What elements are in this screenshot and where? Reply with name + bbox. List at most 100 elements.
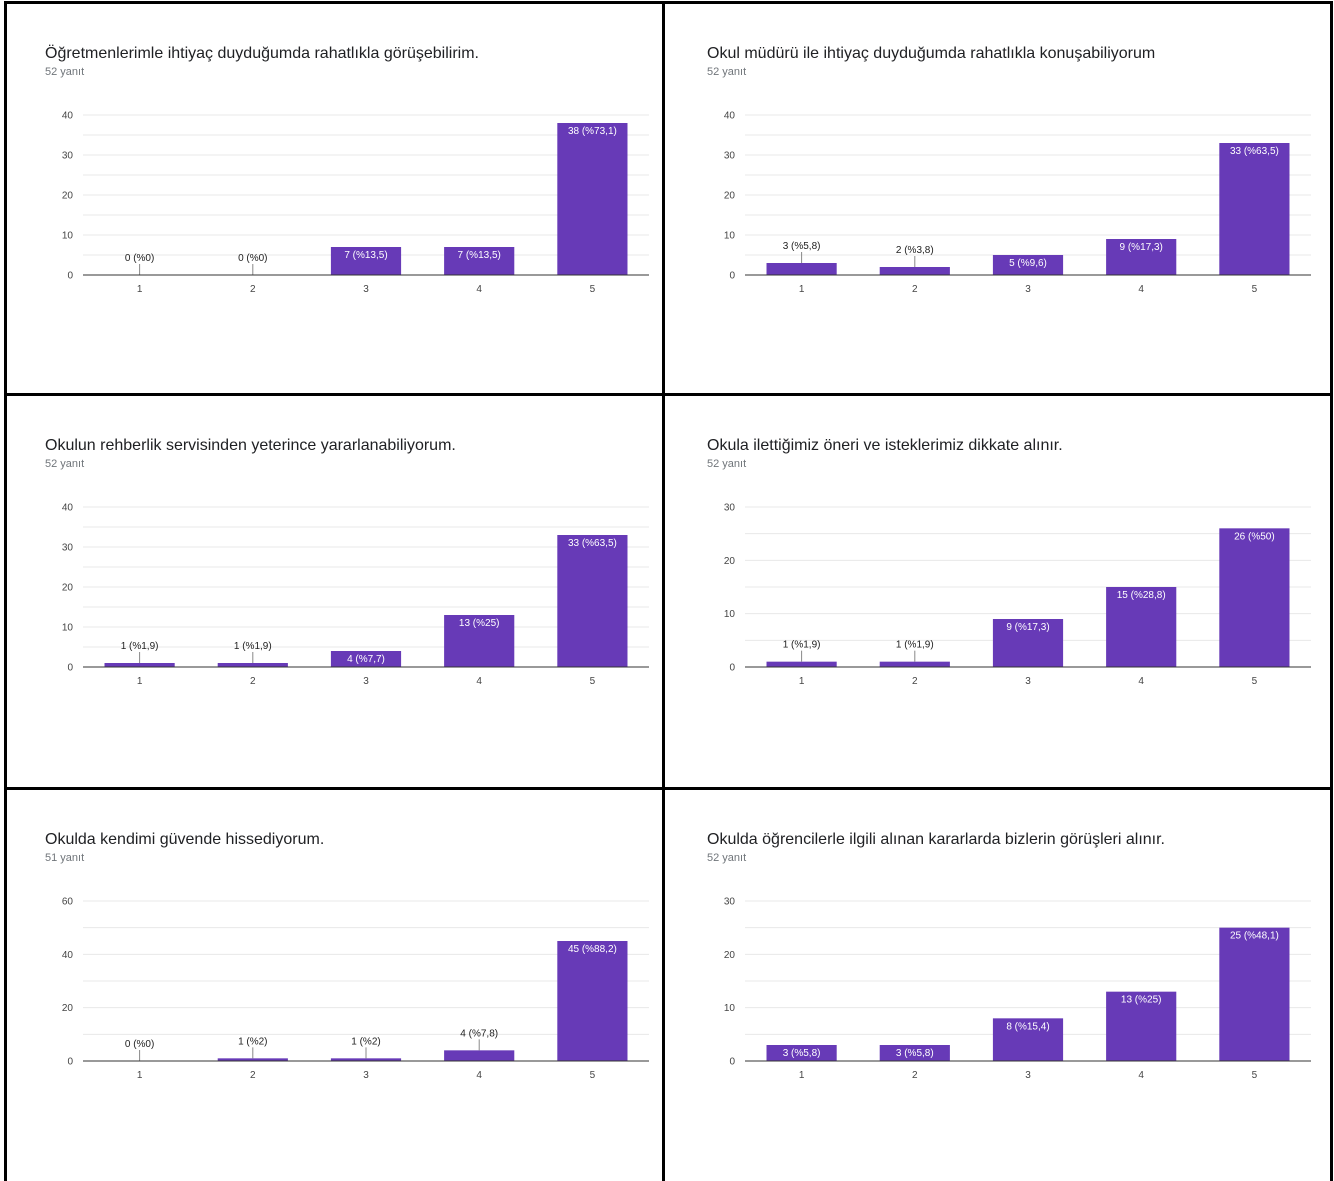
table-border (4, 1, 7, 1181)
data-label: 0 (%0) (238, 253, 267, 264)
table-border (4, 787, 1332, 790)
bar (444, 615, 515, 667)
y-tick-label: 10 (62, 623, 74, 634)
bar (1106, 991, 1177, 1061)
y-tick-label: 0 (729, 663, 735, 674)
data-label: 33 (%63,5) (568, 538, 617, 549)
chart-title: Öğretmenlerimle ihtiyaç duyduğumda rahat… (45, 44, 479, 62)
y-tick-label: 20 (724, 191, 736, 202)
data-label: 26 (%50) (1234, 531, 1275, 542)
data-label: 25 (%48,1) (1230, 931, 1279, 942)
chart-panel: Okulda kendimi güvende hissediyorum. 51 y… (5, 788, 663, 1181)
y-tick-label: 20 (724, 556, 736, 567)
bar (557, 535, 628, 667)
data-label: 0 (%0) (125, 1039, 154, 1050)
bar (879, 267, 950, 275)
chart-panel: Okul müdürü ile ihtiyaç duyduğumda rahat… (663, 2, 1331, 394)
y-tick-label: 0 (67, 271, 73, 282)
data-label: 2 (%3,8) (896, 245, 934, 256)
x-tick-label: 4 (1138, 1070, 1144, 1081)
x-tick-label: 1 (799, 676, 805, 687)
table-border (1330, 1, 1333, 1181)
y-tick-label: 0 (729, 1057, 735, 1068)
x-tick-label: 3 (363, 284, 369, 295)
bar-chart: Okulda kendimi güvende hissediyorum. 51 y… (45, 831, 649, 1081)
bar (217, 1058, 288, 1061)
bar (444, 247, 515, 275)
x-tick-label: 1 (137, 284, 143, 295)
bar (992, 619, 1064, 667)
y-tick-label: 20 (62, 191, 74, 202)
data-label: 7 (%13,5) (458, 250, 501, 261)
data-label: 13 (%25) (1121, 995, 1162, 1006)
x-tick-label: 1 (137, 1070, 143, 1081)
x-tick-label: 5 (590, 1070, 596, 1081)
x-tick-label: 3 (1025, 1070, 1031, 1081)
x-tick-label: 2 (250, 676, 256, 687)
table-border (4, 1, 1332, 4)
data-label: 1 (%1,9) (234, 641, 272, 652)
x-tick-label: 2 (912, 1070, 918, 1081)
data-label: 3 (%5,8) (896, 1048, 934, 1059)
chart-title: Okula ilettiğimiz öneri ve isteklerimiz … (707, 437, 1063, 454)
data-label: 33 (%63,5) (1230, 146, 1279, 157)
y-tick-label: 30 (724, 897, 736, 908)
chart-title: Okulda öğrencilerle ilgili alınan kararl… (707, 831, 1165, 848)
response-count: 52 yanıt (45, 66, 84, 78)
bar (1106, 239, 1177, 275)
bar-chart: Okulda öğrencilerle ilgili alınan kararl… (707, 831, 1311, 1081)
bar (1219, 528, 1290, 667)
bar (992, 1018, 1064, 1061)
y-tick-label: 60 (62, 897, 74, 908)
data-label: 3 (%5,8) (783, 241, 821, 252)
response-count: 52 yanıt (707, 852, 746, 864)
y-tick-label: 10 (724, 231, 736, 242)
x-tick-label: 5 (590, 676, 596, 687)
response-count: 52 yanıt (707, 66, 746, 78)
bar (330, 1058, 402, 1061)
bar (1106, 587, 1177, 667)
bar (766, 263, 837, 275)
bar (330, 247, 402, 275)
data-label: 1 (%2) (351, 1036, 380, 1047)
bar (1219, 927, 1290, 1061)
data-label: 5 (%9,6) (1009, 258, 1047, 269)
x-tick-label: 3 (363, 1070, 369, 1081)
y-tick-label: 20 (62, 1003, 74, 1014)
data-label: 3 (%5,8) (783, 1048, 821, 1059)
bar (557, 123, 628, 275)
bar (766, 661, 837, 667)
bar-chart: Okul müdürü ile ihtiyaç duyduğumda rahat… (707, 45, 1311, 295)
data-label: 1 (%1,9) (121, 641, 159, 652)
table-border (662, 1, 665, 1181)
bar-chart: Öğretmenlerimle ihtiyaç duyduğumda rahat… (45, 44, 649, 295)
y-tick-label: 0 (729, 271, 735, 282)
x-tick-label: 5 (590, 284, 596, 295)
data-label: 1 (%1,9) (896, 640, 934, 651)
y-tick-label: 40 (724, 111, 736, 122)
bar (1219, 143, 1290, 275)
x-tick-label: 3 (1025, 284, 1031, 295)
data-label: 9 (%17,3) (1006, 622, 1049, 633)
data-label: 8 (%15,4) (1006, 1021, 1049, 1032)
y-tick-label: 40 (62, 111, 74, 122)
y-tick-label: 30 (724, 151, 736, 162)
data-label: 13 (%25) (459, 618, 500, 629)
bar (444, 1050, 515, 1061)
x-tick-label: 4 (476, 1070, 482, 1081)
x-tick-label: 3 (363, 676, 369, 687)
x-tick-label: 4 (476, 284, 482, 295)
bar (104, 663, 175, 667)
x-tick-label: 4 (476, 676, 482, 687)
x-tick-label: 2 (250, 1070, 256, 1081)
y-tick-label: 10 (62, 231, 74, 242)
y-tick-label: 40 (62, 503, 74, 514)
response-count: 51 yanıt (45, 852, 84, 864)
y-tick-label: 30 (724, 503, 736, 514)
data-label: 4 (%7,8) (460, 1028, 498, 1039)
x-tick-label: 1 (799, 1070, 805, 1081)
chart-panel: Okulun rehberlik servisinden yeterince y… (5, 394, 663, 788)
y-tick-label: 10 (724, 1003, 736, 1014)
y-tick-label: 10 (724, 609, 736, 620)
